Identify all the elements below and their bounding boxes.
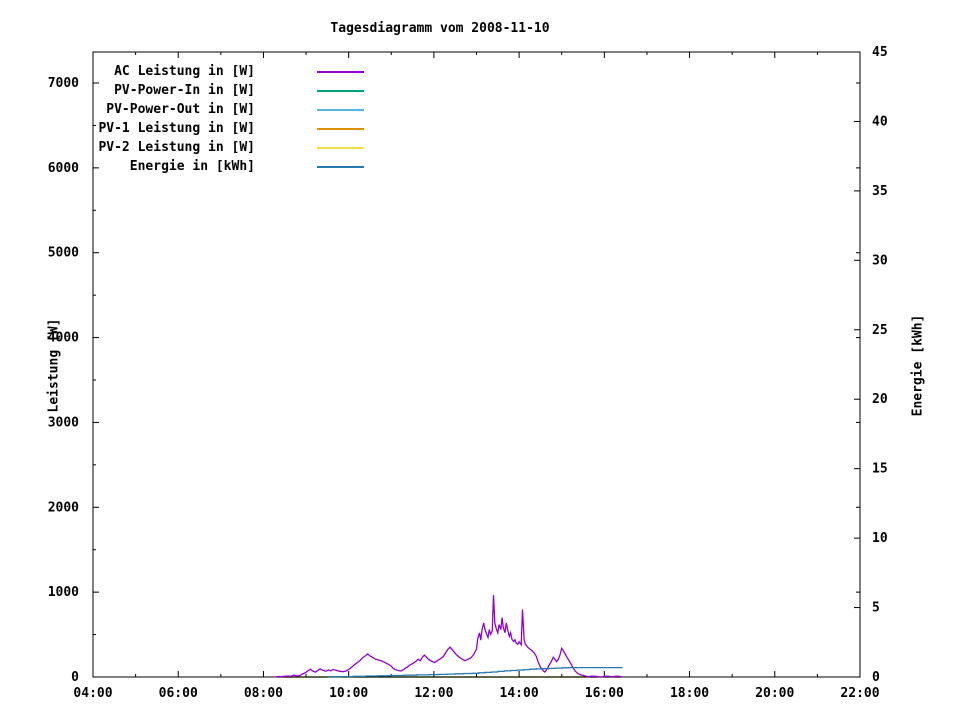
- y-right-tick-label: 10: [872, 531, 888, 546]
- x-tick-label: 18:00: [670, 686, 709, 701]
- x-tick-label: 10:00: [329, 686, 368, 701]
- y-right-tick-label: 25: [872, 323, 888, 338]
- y-right-tick-label: 30: [872, 253, 888, 268]
- y-right-tick-label: 40: [872, 114, 888, 129]
- y-left-tick-label: 5000: [48, 246, 79, 261]
- y-right-tick-label: 5: [872, 601, 880, 616]
- series-ac-leistung-in-w: [274, 594, 623, 678]
- legend-line-swatch: [317, 89, 364, 92]
- x-tick-label: 12:00: [414, 686, 453, 701]
- y-right-tick-label: 20: [872, 392, 888, 407]
- y-left-tick-label: 2000: [48, 500, 79, 515]
- legend-item: PV-2 Leistung in [W]: [90, 138, 364, 157]
- x-tick-label: 22:00: [840, 686, 879, 701]
- x-tick-label: 06:00: [159, 686, 198, 701]
- y-right-tick-label: 15: [872, 462, 888, 477]
- legend-line-swatch: [317, 165, 364, 168]
- legend-item: PV-Power-In in [W]: [90, 81, 364, 100]
- x-tick-label: 20:00: [755, 686, 794, 701]
- x-tick-label: 08:00: [244, 686, 283, 701]
- y-right-tick-label: 0: [872, 670, 880, 685]
- legend-line-swatch: [317, 108, 364, 111]
- x-tick-label: 14:00: [500, 686, 539, 701]
- legend-item: Energie in [kWh]: [90, 157, 364, 176]
- y-left-tick-label: 3000: [48, 415, 79, 430]
- legend-label: AC Leistung in [W]: [114, 64, 255, 79]
- legend-label: PV-1 Leistung in [W]: [98, 121, 255, 136]
- x-tick-label: 16:00: [585, 686, 624, 701]
- y-right-tick-label: 35: [872, 184, 888, 199]
- legend-item: PV-1 Leistung in [W]: [90, 119, 364, 138]
- y-left-tick-label: 1000: [48, 585, 79, 600]
- y-left-tick-label: 4000: [48, 331, 79, 346]
- legend-line-swatch: [317, 70, 364, 73]
- chart-title: Tagesdiagramm vom 2008-11-10: [330, 21, 550, 36]
- legend-label: PV-Power-In in [W]: [114, 83, 255, 98]
- legend-line-swatch: [317, 127, 364, 130]
- series-energie-in-kwh: [327, 666, 623, 678]
- legend-label: Energie in [kWh]: [129, 159, 255, 174]
- legend-item: AC Leistung in [W]: [90, 62, 364, 81]
- y-left-tick-label: 6000: [48, 161, 79, 176]
- legend-label: PV-Power-Out in [W]: [106, 102, 255, 117]
- legend-item: PV-Power-Out in [W]: [90, 100, 364, 119]
- y-left-tick-label: 0: [71, 670, 79, 685]
- legend-line-swatch: [317, 146, 364, 149]
- y-axis-label-right: Energie [kWh]: [910, 314, 926, 417]
- y-left-tick-label: 7000: [48, 76, 79, 91]
- y-right-tick-label: 45: [872, 45, 888, 60]
- x-tick-label: 04:00: [73, 686, 112, 701]
- legend-label: PV-2 Leistung in [W]: [98, 140, 255, 155]
- legend: AC Leistung in [W] PV-Power-In in [W] PV-P…: [90, 62, 364, 176]
- y-axis-label-left: Leistung [W]: [46, 318, 62, 413]
